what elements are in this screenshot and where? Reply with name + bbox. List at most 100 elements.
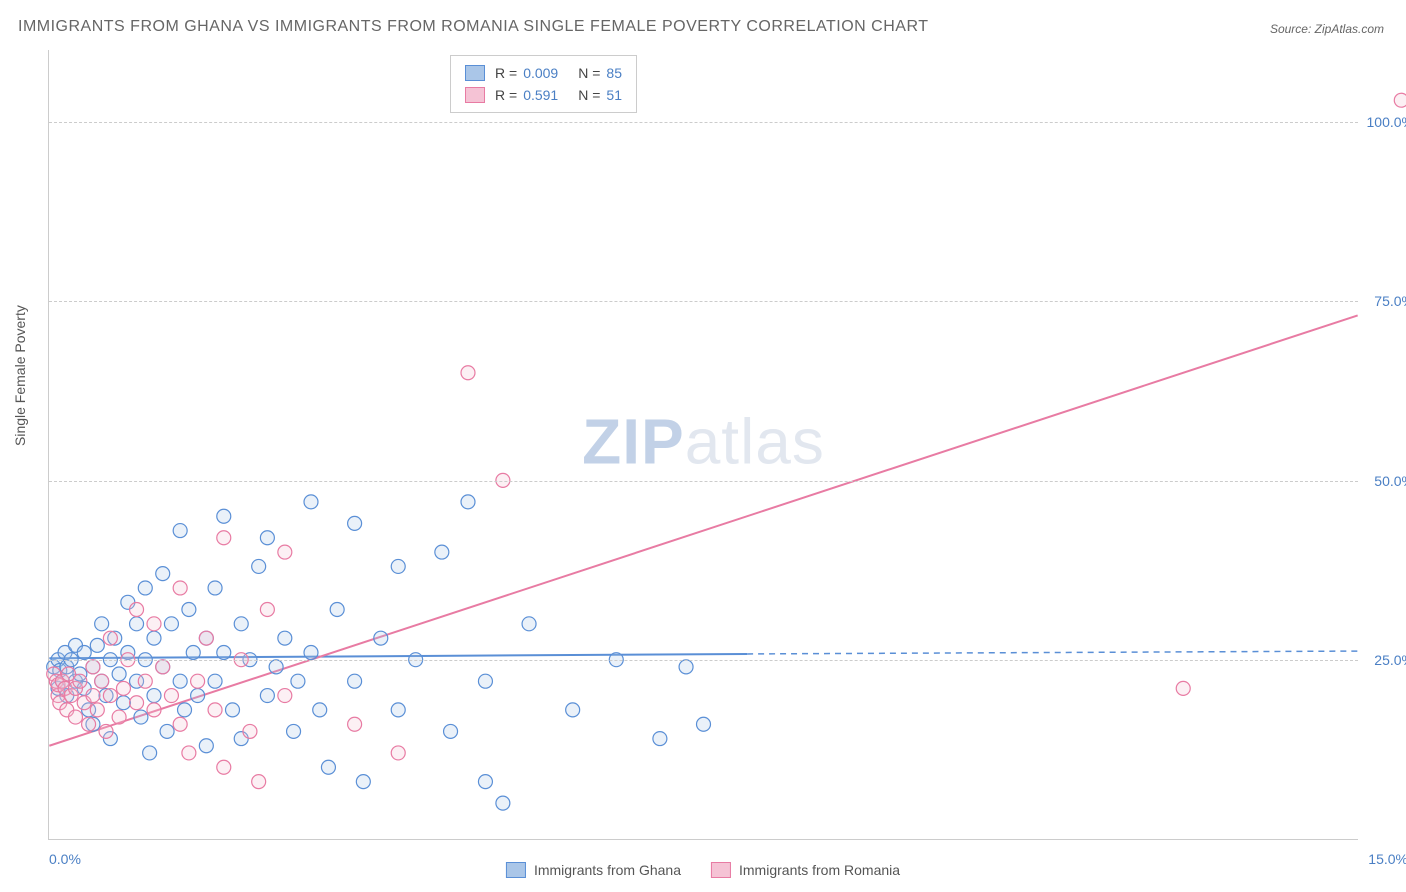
trend-line-dashed — [747, 651, 1358, 654]
data-point — [278, 689, 292, 703]
data-point — [95, 674, 109, 688]
data-point — [191, 689, 205, 703]
data-point — [260, 531, 274, 545]
data-point — [138, 581, 152, 595]
data-point — [653, 732, 667, 746]
data-point — [160, 724, 174, 738]
data-point — [138, 674, 152, 688]
data-point — [208, 581, 222, 595]
data-point — [260, 689, 274, 703]
legend-swatch — [711, 862, 731, 878]
data-point — [391, 703, 405, 717]
data-point — [391, 559, 405, 573]
data-point — [217, 531, 231, 545]
data-point — [278, 545, 292, 559]
data-point — [566, 703, 580, 717]
data-point — [252, 775, 266, 789]
data-point — [95, 617, 109, 631]
data-point — [99, 724, 113, 738]
data-point — [69, 710, 83, 724]
legend-swatch — [465, 65, 485, 81]
data-point — [217, 646, 231, 660]
data-point — [208, 674, 222, 688]
data-point — [112, 710, 126, 724]
y-tick-label: 75.0% — [1374, 293, 1406, 309]
data-point — [156, 567, 170, 581]
data-point — [173, 717, 187, 731]
data-point — [252, 559, 266, 573]
data-point — [178, 703, 192, 717]
data-point — [130, 617, 144, 631]
data-point — [348, 516, 362, 530]
trend-line — [49, 654, 747, 658]
data-point — [103, 689, 117, 703]
legend-row: R =0.009N =85 — [465, 62, 622, 84]
data-point — [147, 689, 161, 703]
chart-container: IMMIGRANTS FROM GHANA VS IMMIGRANTS FROM… — [0, 0, 1406, 892]
data-point — [103, 631, 117, 645]
data-point — [522, 617, 536, 631]
data-point — [697, 717, 711, 731]
series-legend: Immigrants from GhanaImmigrants from Rom… — [506, 862, 900, 878]
legend-r: R =0.009 — [495, 62, 558, 84]
data-point — [90, 638, 104, 652]
data-point — [90, 703, 104, 717]
data-point — [147, 617, 161, 631]
data-point — [291, 674, 305, 688]
data-point — [182, 602, 196, 616]
data-point — [130, 602, 144, 616]
source-attribution: Source: ZipAtlas.com — [1270, 22, 1384, 36]
legend-n: N =51 — [578, 84, 622, 106]
data-point — [435, 545, 449, 559]
legend-item: Immigrants from Romania — [711, 862, 900, 878]
data-point — [191, 674, 205, 688]
data-point — [1176, 681, 1190, 695]
gridline — [49, 301, 1358, 302]
data-point — [86, 660, 100, 674]
data-point — [143, 746, 157, 760]
data-point — [164, 689, 178, 703]
data-point — [304, 495, 318, 509]
data-point — [173, 674, 187, 688]
data-point — [348, 674, 362, 688]
data-point — [304, 646, 318, 660]
data-point — [278, 631, 292, 645]
data-point — [77, 646, 91, 660]
data-point — [478, 674, 492, 688]
data-point — [186, 646, 200, 660]
x-max-label: 15.0% — [1368, 851, 1406, 867]
legend-label: Immigrants from Romania — [739, 862, 900, 878]
data-point — [199, 631, 213, 645]
legend-r: R =0.591 — [495, 84, 558, 106]
gridline — [49, 481, 1358, 482]
data-point — [356, 775, 370, 789]
data-point — [330, 602, 344, 616]
data-point — [374, 631, 388, 645]
data-point — [199, 739, 213, 753]
data-point — [130, 696, 144, 710]
data-point — [461, 366, 475, 380]
data-point — [116, 681, 130, 695]
data-point — [313, 703, 327, 717]
data-point — [217, 509, 231, 523]
chart-title: IMMIGRANTS FROM GHANA VS IMMIGRANTS FROM… — [18, 18, 928, 36]
correlation-legend: R =0.009N =85R =0.591 N =51 — [450, 55, 637, 113]
data-point — [147, 703, 161, 717]
data-point — [208, 703, 222, 717]
y-tick-label: 50.0% — [1374, 473, 1406, 489]
data-point — [147, 631, 161, 645]
x-min-label: 0.0% — [49, 851, 81, 867]
data-point — [444, 724, 458, 738]
data-point — [243, 724, 257, 738]
data-point — [234, 617, 248, 631]
data-point — [496, 796, 510, 810]
data-point — [1394, 93, 1406, 107]
data-point — [82, 717, 96, 731]
data-point — [348, 717, 362, 731]
data-point — [461, 495, 475, 509]
gridline — [49, 660, 1358, 661]
legend-row: R =0.591 N =51 — [465, 84, 622, 106]
data-point — [173, 581, 187, 595]
data-point — [260, 602, 274, 616]
chart-svg — [49, 50, 1358, 839]
